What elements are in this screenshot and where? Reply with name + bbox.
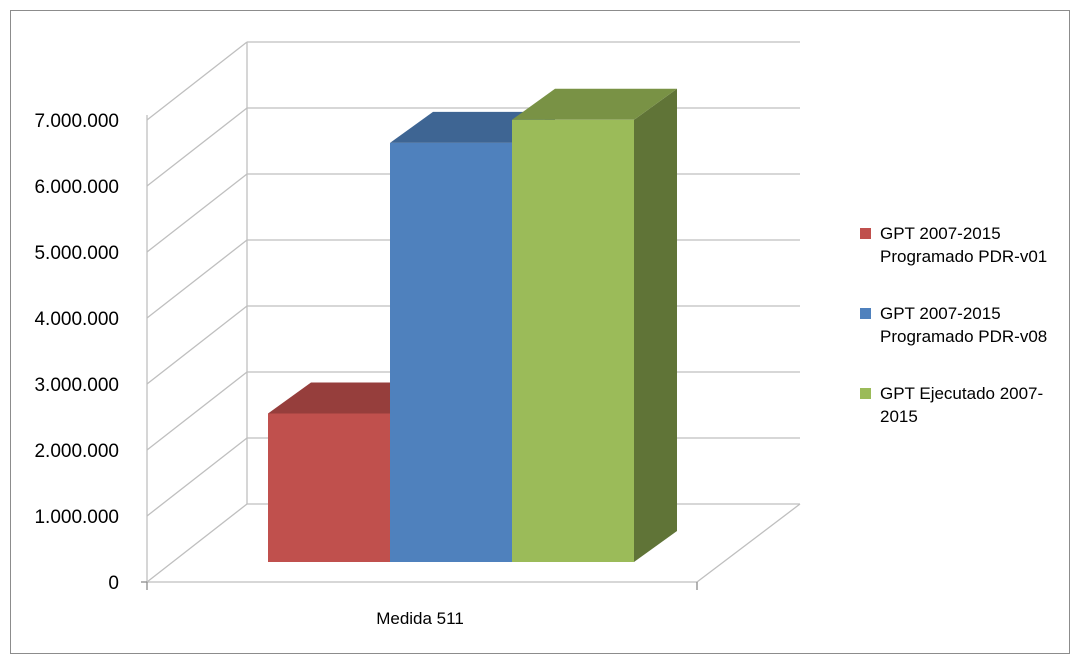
bar-side bbox=[634, 88, 677, 563]
gridline-side bbox=[146, 41, 248, 121]
bar bbox=[268, 413, 390, 562]
legend-label-line2: Programado PDR-v08 bbox=[880, 327, 1048, 346]
legend-item-ejecutado: GPT Ejecutado 2007- 2015 bbox=[860, 382, 1075, 428]
bar bbox=[512, 119, 634, 563]
legend-swatch bbox=[860, 308, 871, 319]
y-tick-label: 0 bbox=[108, 573, 119, 594]
legend-item-v08: GPT 2007-2015 Programado PDR-v08 bbox=[860, 302, 1075, 348]
bar-top bbox=[512, 88, 677, 120]
x-category-label: Medida 511 bbox=[376, 609, 464, 628]
legend-label-line2: 2015 bbox=[880, 407, 918, 426]
floor-right bbox=[696, 503, 801, 583]
y-tick-label: 6.000.000 bbox=[34, 177, 119, 198]
y-tick-label: 3.000.000 bbox=[34, 375, 119, 396]
y-tick-label: 4.000.000 bbox=[34, 309, 119, 330]
gridline-side bbox=[146, 305, 248, 385]
gridline-side bbox=[146, 503, 248, 583]
legend-label-line1: GPT Ejecutado 2007- bbox=[880, 384, 1044, 403]
legend-label-line1: GPT 2007-2015 bbox=[880, 224, 1001, 243]
legend-label-line1: GPT 2007-2015 bbox=[880, 304, 1001, 323]
y-tick-label: 7.000.000 bbox=[34, 111, 119, 132]
gridline-side bbox=[146, 239, 248, 319]
gridline-side bbox=[146, 107, 248, 187]
legend-swatch bbox=[860, 388, 871, 399]
legend-item-v01: GPT 2007-2015 Programado PDR-v01 bbox=[860, 222, 1075, 268]
bar bbox=[390, 142, 512, 562]
gridline-side bbox=[146, 173, 248, 253]
chart-legend: GPT 2007-2015 Programado PDR-v01 GPT 200… bbox=[860, 222, 1075, 462]
y-tick-label: 1.000.000 bbox=[34, 507, 119, 528]
legend-swatch bbox=[860, 228, 871, 239]
legend-label-line2: Programado PDR-v01 bbox=[880, 247, 1048, 266]
gridline-side bbox=[146, 437, 248, 517]
y-tick-label: 2.000.000 bbox=[34, 441, 119, 462]
gridline-side bbox=[146, 371, 248, 451]
y-tick-label: 5.000.000 bbox=[34, 243, 119, 264]
